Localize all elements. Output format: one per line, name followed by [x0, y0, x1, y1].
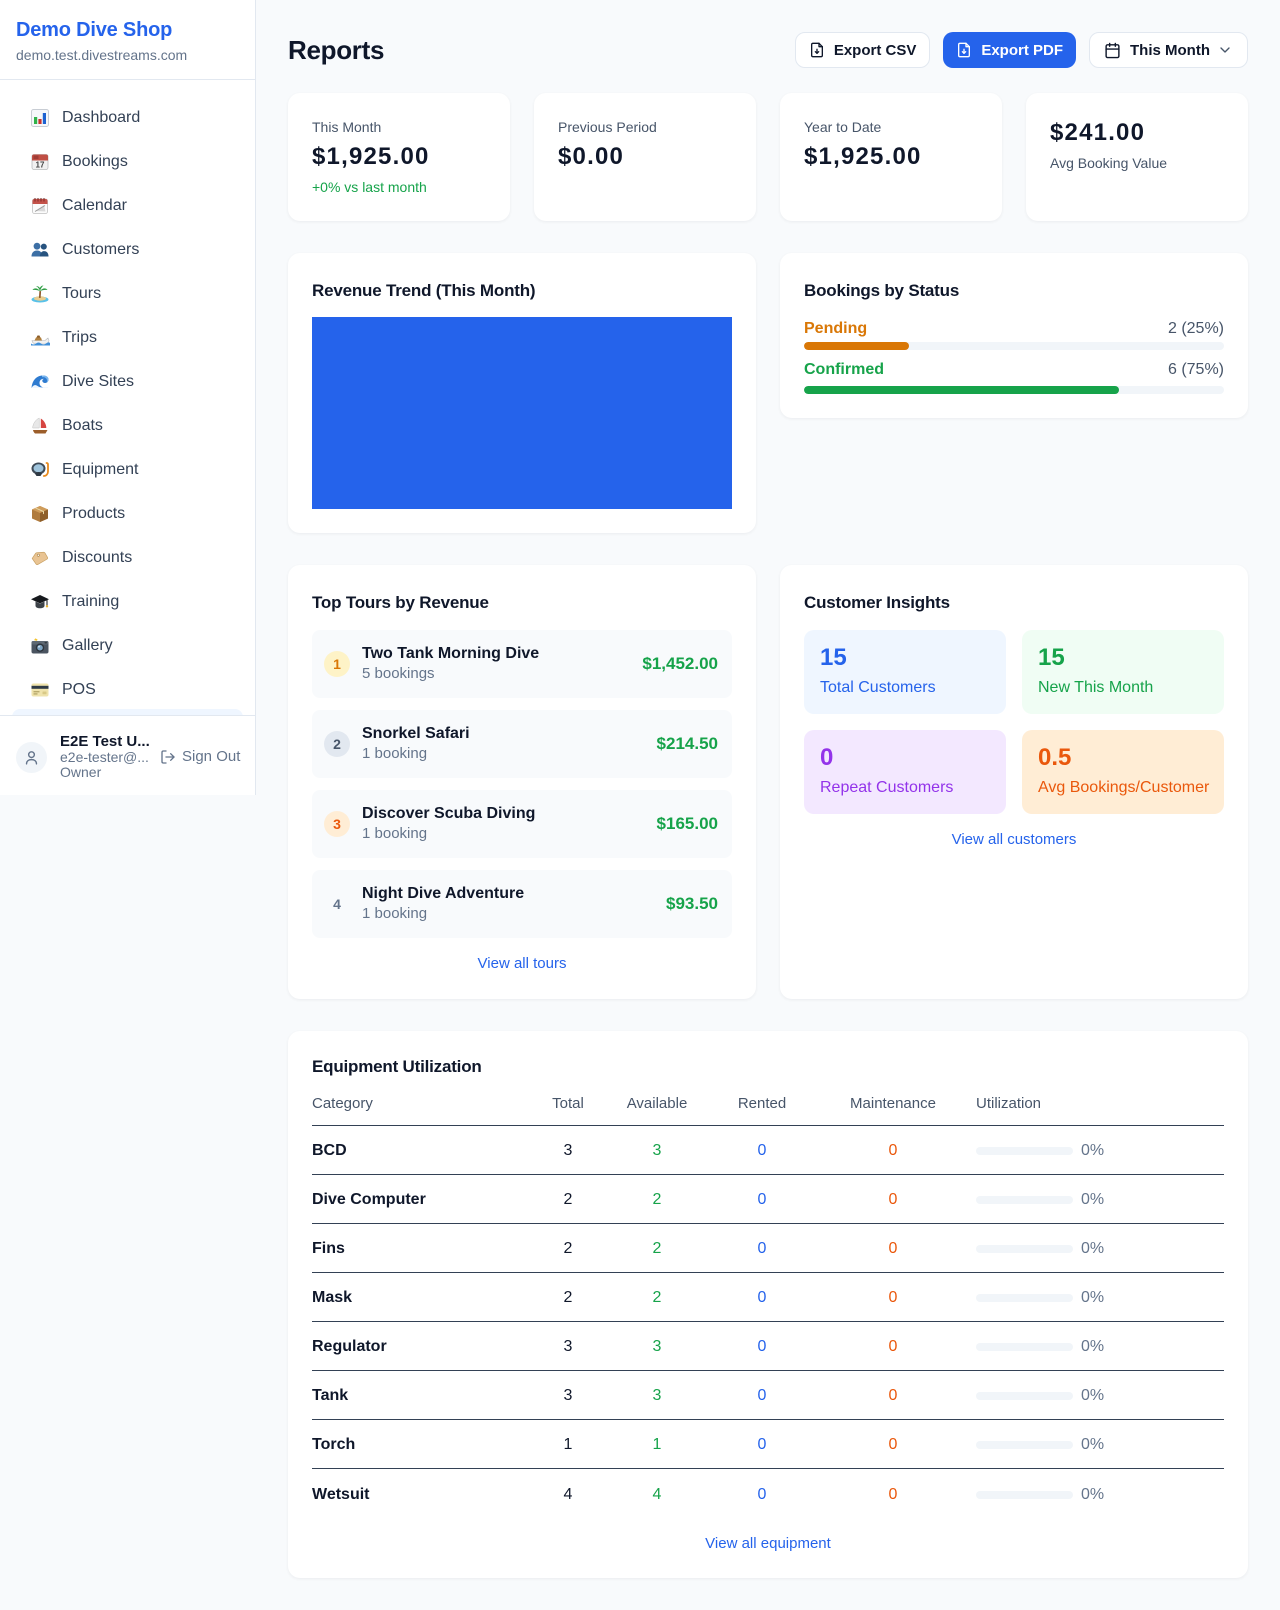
svg-text:17: 17 [36, 161, 45, 170]
